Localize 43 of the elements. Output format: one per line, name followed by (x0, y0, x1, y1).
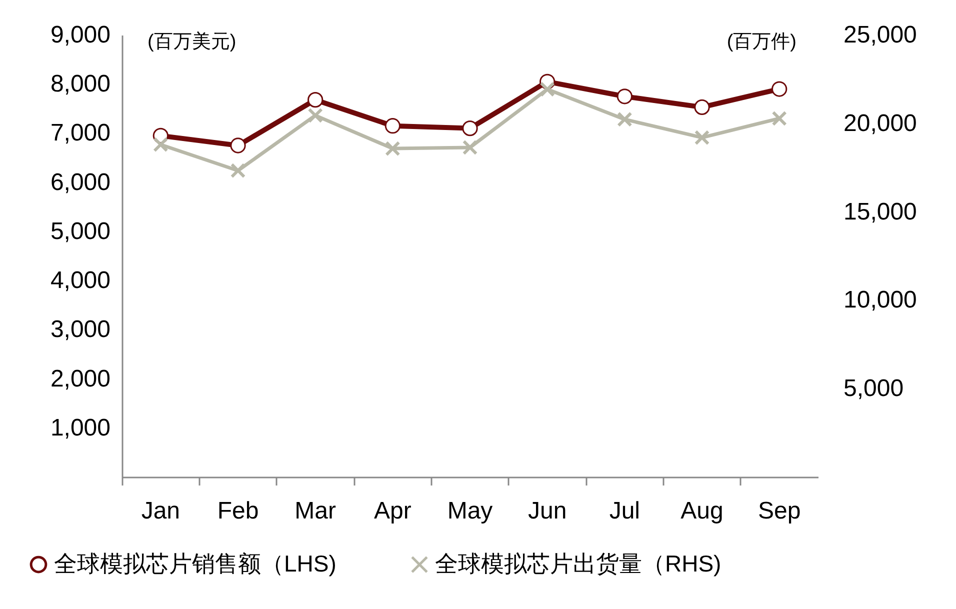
y2-tick-label: 15,000 (844, 198, 917, 226)
x-tick-label: Sep (758, 498, 801, 524)
point (462, 140, 478, 156)
point (772, 110, 787, 126)
y-tick-label: 6,000 (50, 168, 110, 196)
point (385, 140, 400, 156)
x-tick-label: Jan (141, 498, 180, 524)
x-tick-label: Apr (374, 498, 412, 524)
x-tick-label: Aug (680, 498, 724, 524)
point (540, 82, 555, 97)
y2-axis-title: (百万件) (726, 32, 796, 52)
y2-tick-label: 5,000 (844, 375, 904, 402)
y-tick-label: 3,000 (50, 316, 110, 344)
x-tick-label: Mar (294, 498, 336, 524)
point (230, 162, 246, 178)
x-tick-label: Jun (528, 498, 567, 524)
point (153, 136, 168, 152)
point (462, 120, 478, 136)
y2-tick-label: 25,000 (844, 22, 917, 48)
point (694, 130, 710, 146)
x-tick-label: Feb (217, 498, 259, 524)
point (694, 99, 710, 115)
x-tick-label: Jul (609, 498, 640, 524)
point (308, 92, 324, 108)
x-tick-label: May (447, 498, 493, 524)
point (772, 81, 788, 97)
y-tick-label: 7,000 (50, 120, 110, 147)
y-tick-label: 4,000 (50, 267, 110, 294)
y-tick-label: 8,000 (50, 70, 110, 98)
y-axis-title: (百万美元) (148, 30, 236, 52)
legend-label: 全球模拟芯片销售额（LHS) (54, 550, 336, 577)
point (384, 118, 400, 134)
point (230, 138, 246, 154)
legend-label: 全球模拟芯片出货量（RHS) (435, 550, 722, 577)
y-tick-label: 1,000 (50, 414, 110, 442)
y2-tick-label: 10,000 (844, 286, 917, 314)
y-tick-label: 2,000 (50, 365, 110, 392)
point (308, 108, 323, 124)
y-tick-label: 9,000 (50, 22, 110, 48)
y-tick-label: 5,000 (50, 218, 110, 245)
point (616, 88, 632, 104)
y2-tick-label: 20,000 (844, 110, 917, 137)
point (617, 112, 632, 127)
